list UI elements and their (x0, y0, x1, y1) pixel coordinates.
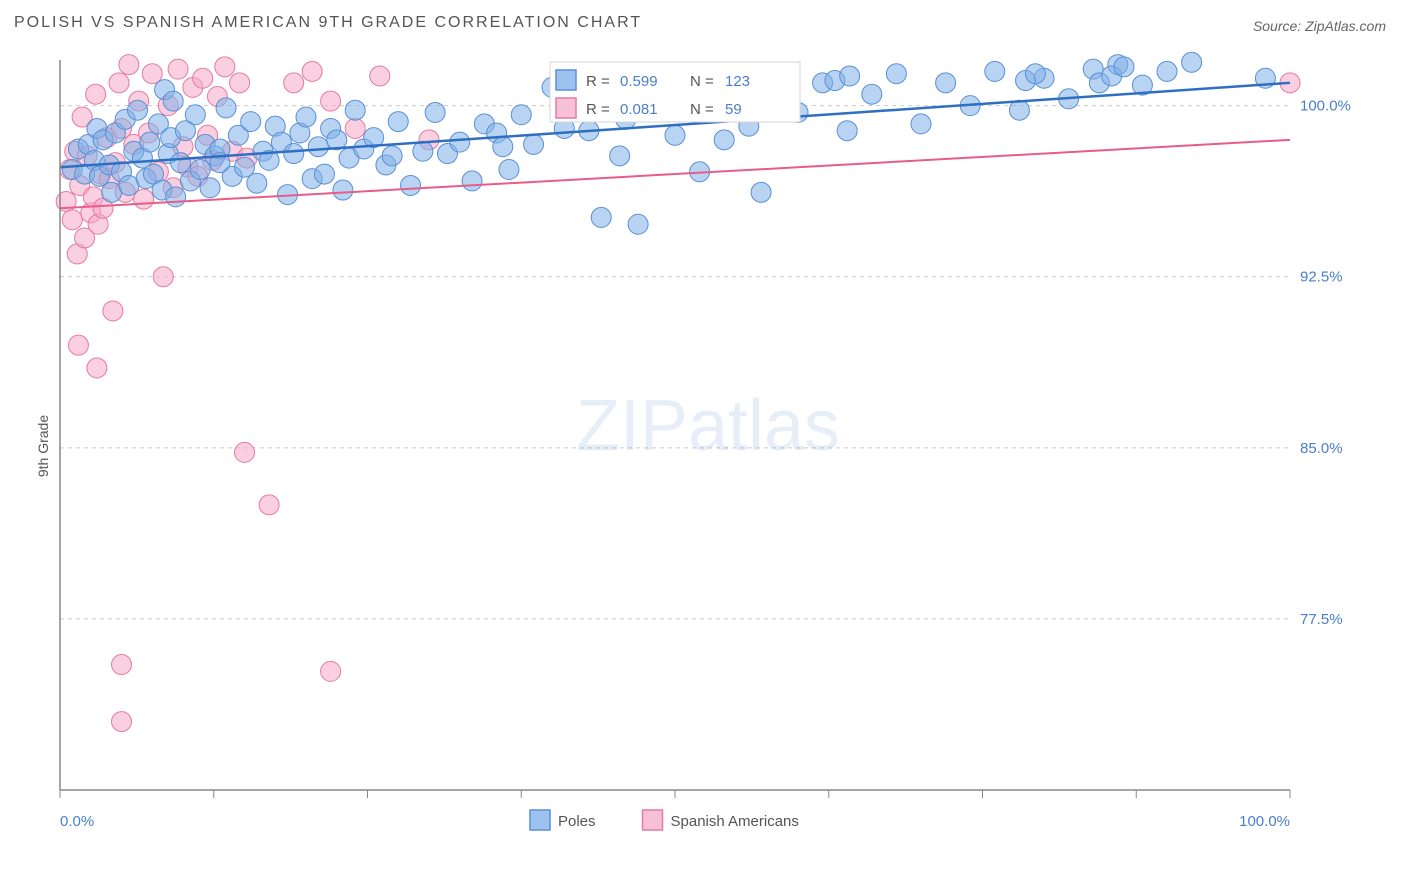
y-axis-label: 9th Grade (35, 415, 51, 477)
legend-swatch (530, 810, 550, 830)
data-point (321, 661, 341, 681)
data-point (840, 66, 860, 86)
data-point (345, 118, 365, 138)
stat-n-value: 59 (725, 101, 742, 118)
data-point (259, 495, 279, 515)
data-point (1025, 64, 1045, 84)
legend-swatch (556, 98, 576, 118)
data-point (333, 180, 353, 200)
data-point (112, 712, 132, 732)
data-point (388, 112, 408, 132)
scatter-plot: 100.0% 92.5% 85.0% 77.5% ZIPatlas 0.0% 100.0… (50, 50, 1366, 832)
stat-r-label: R = (586, 73, 610, 90)
data-point (1157, 61, 1177, 81)
data-point (185, 105, 205, 125)
data-point (425, 102, 445, 122)
data-point (153, 267, 173, 287)
data-point (462, 171, 482, 191)
y-tick-label: 85.0% (1300, 440, 1343, 457)
legend-swatch (556, 70, 576, 90)
source-prefix: Source: (1253, 18, 1305, 34)
data-point (302, 61, 322, 81)
bottom-legend: Poles Spanish Americans (530, 810, 799, 830)
data-point (370, 66, 390, 86)
data-point (511, 105, 531, 125)
source-label: Source: ZipAtlas.com (1253, 18, 1386, 34)
stats-box: R = 0.599 N = 123 R = 0.081 N = 59 (550, 62, 800, 122)
stat-n-value: 123 (725, 73, 750, 90)
data-point (837, 121, 857, 141)
data-point (140, 132, 160, 152)
x-tick-label: 100.0% (1239, 813, 1290, 830)
data-point (1182, 52, 1202, 72)
stat-r-value: 0.081 (620, 101, 658, 118)
y-tick-label: 92.5% (1300, 269, 1343, 286)
watermark-part-a: ZIP (576, 386, 688, 466)
data-point (413, 141, 433, 161)
data-point (86, 84, 106, 104)
data-point (296, 107, 316, 127)
data-point (524, 134, 544, 154)
data-point (610, 146, 630, 166)
data-point (171, 153, 191, 173)
watermark: ZIPatlas (576, 386, 840, 466)
data-point (119, 55, 139, 75)
y-tick-label: 100.0% (1300, 98, 1351, 115)
data-point (193, 68, 213, 88)
data-point (314, 164, 334, 184)
data-point (382, 146, 402, 166)
chart-title: POLISH VS SPANISH AMERICAN 9TH GRADE COR… (14, 14, 642, 32)
data-point (862, 84, 882, 104)
data-point (751, 182, 771, 202)
legend-swatch (643, 810, 663, 830)
chart-container: POLISH VS SPANISH AMERICAN 9TH GRADE COR… (0, 0, 1406, 892)
data-point (127, 100, 147, 120)
data-point (1114, 57, 1134, 77)
data-point (241, 112, 261, 132)
data-point (284, 73, 304, 93)
data-point (493, 137, 513, 157)
data-point (499, 160, 519, 180)
data-point (163, 91, 183, 111)
data-point (345, 100, 365, 120)
stat-r-label: R = (586, 101, 610, 118)
data-point (714, 130, 734, 150)
data-point (628, 214, 648, 234)
data-point (911, 114, 931, 134)
data-point (168, 59, 188, 79)
watermark-part-b: atlas (688, 386, 840, 466)
data-point (247, 173, 267, 193)
data-point (62, 210, 82, 230)
stat-n-label: N = (690, 73, 714, 90)
x-tick-label: 0.0% (60, 813, 94, 830)
data-point (321, 91, 341, 111)
data-point (109, 73, 129, 93)
stat-n-label: N = (690, 101, 714, 118)
data-point (308, 137, 328, 157)
data-point (200, 178, 220, 198)
data-point (1009, 100, 1029, 120)
data-point (87, 358, 107, 378)
source-name: ZipAtlas.com (1305, 18, 1386, 34)
data-point (591, 207, 611, 227)
legend-label: Spanish Americans (671, 813, 799, 830)
data-point (401, 175, 421, 195)
data-point (886, 64, 906, 84)
data-point (985, 61, 1005, 81)
data-point (216, 98, 236, 118)
data-point (235, 442, 255, 462)
data-point (284, 144, 304, 164)
data-point (665, 125, 685, 145)
data-point (103, 301, 123, 321)
data-point (112, 655, 132, 675)
y-tick-label: 77.5% (1300, 611, 1343, 628)
data-point (450, 132, 470, 152)
data-point (936, 73, 956, 93)
data-point (215, 57, 235, 77)
stat-r-value: 0.599 (620, 73, 658, 90)
data-point (230, 73, 250, 93)
data-point (166, 187, 186, 207)
legend-label: Poles (558, 813, 596, 830)
data-point (68, 335, 88, 355)
